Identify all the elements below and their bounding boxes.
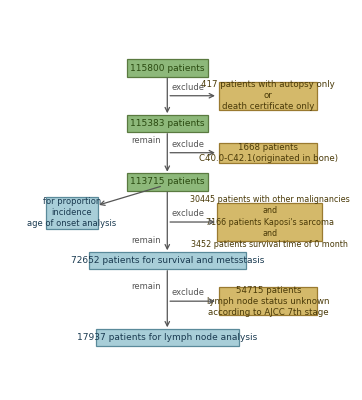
Text: remain: remain bbox=[131, 282, 161, 291]
Text: 115800 patients: 115800 patients bbox=[130, 64, 205, 72]
FancyBboxPatch shape bbox=[89, 252, 246, 270]
Text: 417 patients with autopsy only
or
death certificate only: 417 patients with autopsy only or death … bbox=[201, 80, 335, 111]
FancyBboxPatch shape bbox=[127, 114, 208, 132]
Text: 17937 patients for lymph node analysis: 17937 patients for lymph node analysis bbox=[77, 333, 257, 342]
FancyBboxPatch shape bbox=[46, 197, 98, 229]
FancyBboxPatch shape bbox=[219, 82, 317, 110]
Text: for proportion
incidence
age of onset analysis: for proportion incidence age of onset an… bbox=[27, 197, 117, 228]
Text: 54715 patients
lymph node status unknown
according to AJCC 7th stage: 54715 patients lymph node status unknown… bbox=[207, 286, 329, 317]
Text: exclude: exclude bbox=[171, 209, 204, 218]
Text: exclude: exclude bbox=[171, 83, 204, 92]
Text: remain: remain bbox=[131, 236, 161, 245]
Text: exclude: exclude bbox=[171, 140, 204, 149]
Text: 30445 patients with other malignancies
and
7166 patients Kaposi's sarcoma
and
34: 30445 patients with other malignancies a… bbox=[190, 195, 350, 249]
Text: exclude: exclude bbox=[171, 288, 204, 297]
FancyBboxPatch shape bbox=[127, 173, 208, 191]
FancyBboxPatch shape bbox=[219, 287, 317, 315]
Text: 115383 patients: 115383 patients bbox=[130, 119, 205, 128]
FancyBboxPatch shape bbox=[217, 203, 322, 241]
Text: 72652 patients for survival and metsstasis: 72652 patients for survival and metsstas… bbox=[71, 256, 264, 265]
FancyBboxPatch shape bbox=[96, 328, 239, 346]
FancyBboxPatch shape bbox=[219, 143, 317, 163]
Text: 113715 patients: 113715 patients bbox=[130, 178, 205, 186]
Text: remain: remain bbox=[131, 136, 161, 145]
Text: 1668 patients
C40.0-C42.1(originated in bone): 1668 patients C40.0-C42.1(originated in … bbox=[199, 143, 338, 163]
FancyBboxPatch shape bbox=[127, 59, 208, 77]
